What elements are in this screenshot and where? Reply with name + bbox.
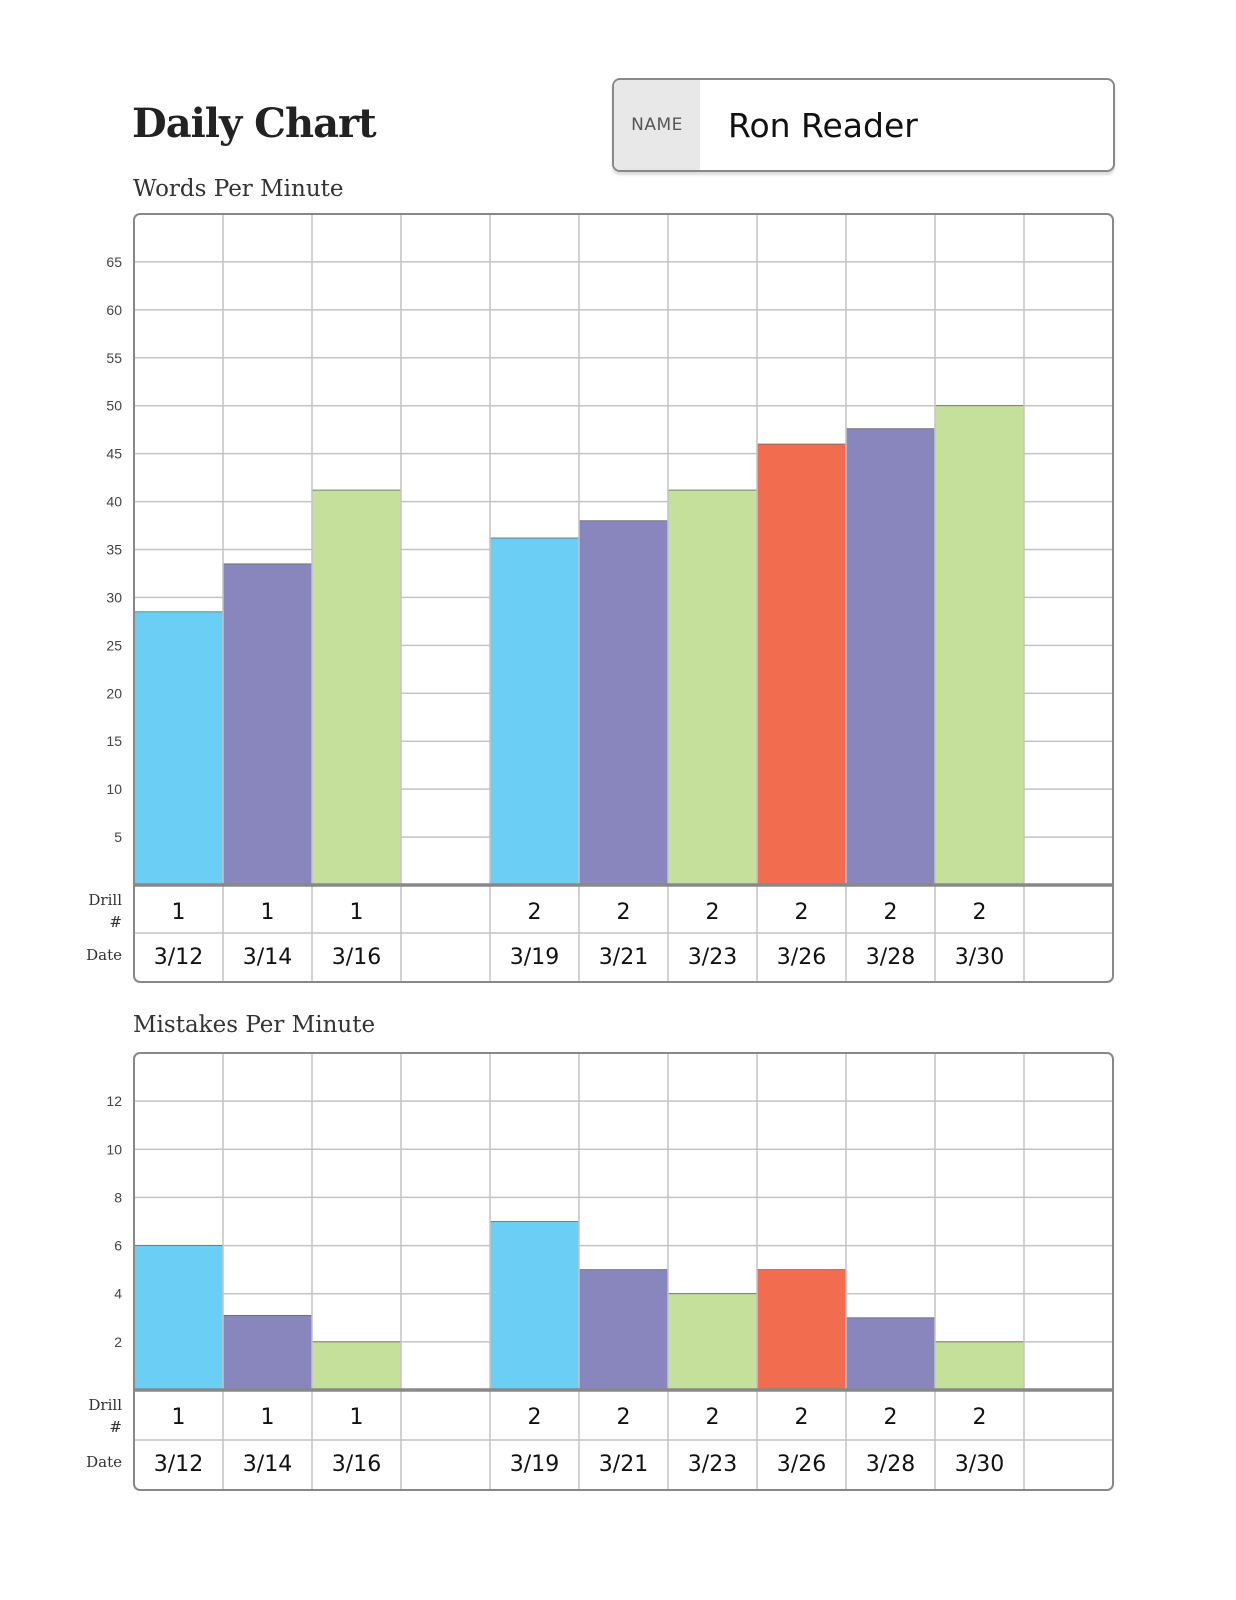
chart-title-mistakes: Mistakes Per Minute (133, 1012, 376, 1038)
date-label: 3/14 (243, 1452, 292, 1477)
bar (489, 1221, 580, 1391)
name-value[interactable]: Ron Reader (728, 105, 918, 145)
bar (667, 489, 758, 886)
drill-number: 1 (172, 900, 186, 925)
y-tick-label: 8 (114, 1189, 122, 1205)
date-label: 3/26 (777, 945, 826, 970)
y-tick-label: 15 (106, 733, 122, 749)
bar (489, 537, 580, 886)
y-tick-label: 10 (106, 781, 122, 797)
drill-number: 1 (172, 1405, 186, 1430)
chart-title-words: Words Per Minute (133, 176, 344, 202)
y-tick-label: 35 (106, 542, 122, 558)
date-label: 3/19 (510, 945, 559, 970)
drill-number: 2 (884, 900, 898, 925)
drill-number: 1 (350, 900, 364, 925)
drill-number: 2 (617, 1405, 631, 1430)
bar (311, 489, 402, 886)
date-label: 3/30 (955, 1452, 1004, 1477)
drill-number: 1 (261, 900, 275, 925)
drill-row-label: Drill (88, 1396, 122, 1414)
y-tick-label: 55 (106, 350, 122, 366)
bar (311, 1341, 402, 1391)
bar (934, 1341, 1025, 1391)
y-tick-label: 2 (114, 1334, 122, 1350)
y-tick-label: 30 (106, 589, 122, 605)
bar (133, 611, 224, 886)
bar (845, 1317, 936, 1391)
date-label: 3/21 (599, 945, 648, 970)
date-label: 3/19 (510, 1452, 559, 1477)
drill-number: 2 (973, 1405, 987, 1430)
y-tick-label: 5 (114, 829, 122, 845)
drill-number: 2 (706, 1405, 720, 1430)
drill-number: 2 (973, 900, 987, 925)
y-tick-label: 60 (106, 302, 122, 318)
bar (222, 563, 313, 886)
y-tick-label: 4 (114, 1286, 122, 1302)
y-tick-label: 65 (106, 254, 122, 270)
page-title: Daily Chart (132, 100, 377, 147)
date-label: 3/30 (955, 945, 1004, 970)
drill-row-label: # (109, 1418, 122, 1436)
date-label: 3/23 (688, 1452, 737, 1477)
date-row-label: Date (86, 946, 122, 964)
chart-border (133, 213, 1114, 983)
drill-number: 1 (261, 1405, 275, 1430)
y-tick-label: 25 (106, 637, 122, 653)
date-label: 3/12 (154, 945, 203, 970)
drill-row-label: Drill (88, 891, 122, 909)
date-label: 3/26 (777, 1452, 826, 1477)
name-label: NAME (614, 80, 700, 170)
drill-number: 2 (528, 1405, 542, 1430)
date-label: 3/28 (866, 1452, 915, 1477)
y-tick-label: 20 (106, 685, 122, 701)
bar (578, 1269, 669, 1391)
bar (667, 1293, 758, 1391)
bar (756, 443, 847, 886)
y-tick-label: 10 (106, 1141, 122, 1157)
date-label: 3/16 (332, 1452, 381, 1477)
date-label: 3/21 (599, 1452, 648, 1477)
bar (756, 1269, 847, 1391)
date-row-label: Date (86, 1453, 122, 1471)
date-label: 3/23 (688, 945, 737, 970)
date-label: 3/12 (154, 1452, 203, 1477)
y-tick-label: 12 (106, 1093, 122, 1109)
date-label: 3/16 (332, 945, 381, 970)
bar (222, 1314, 313, 1391)
date-label: 3/14 (243, 945, 292, 970)
chart-border (133, 1052, 1114, 1491)
y-tick-label: 50 (106, 398, 122, 414)
drill-number: 2 (884, 1405, 898, 1430)
bar (845, 428, 936, 886)
y-tick-label: 45 (106, 446, 122, 462)
drill-number: 2 (528, 900, 542, 925)
drill-number: 2 (617, 900, 631, 925)
date-label: 3/28 (866, 945, 915, 970)
drill-number: 2 (706, 900, 720, 925)
name-field[interactable]: NAME Ron Reader (612, 78, 1115, 172)
drill-number: 1 (350, 1405, 364, 1430)
bar (133, 1245, 224, 1391)
bar (578, 520, 669, 886)
drill-number: 2 (795, 900, 809, 925)
drill-number: 2 (795, 1405, 809, 1430)
drill-row-label: # (109, 913, 122, 931)
y-tick-label: 40 (106, 494, 122, 510)
bar (934, 405, 1025, 886)
y-tick-label: 6 (114, 1238, 122, 1254)
